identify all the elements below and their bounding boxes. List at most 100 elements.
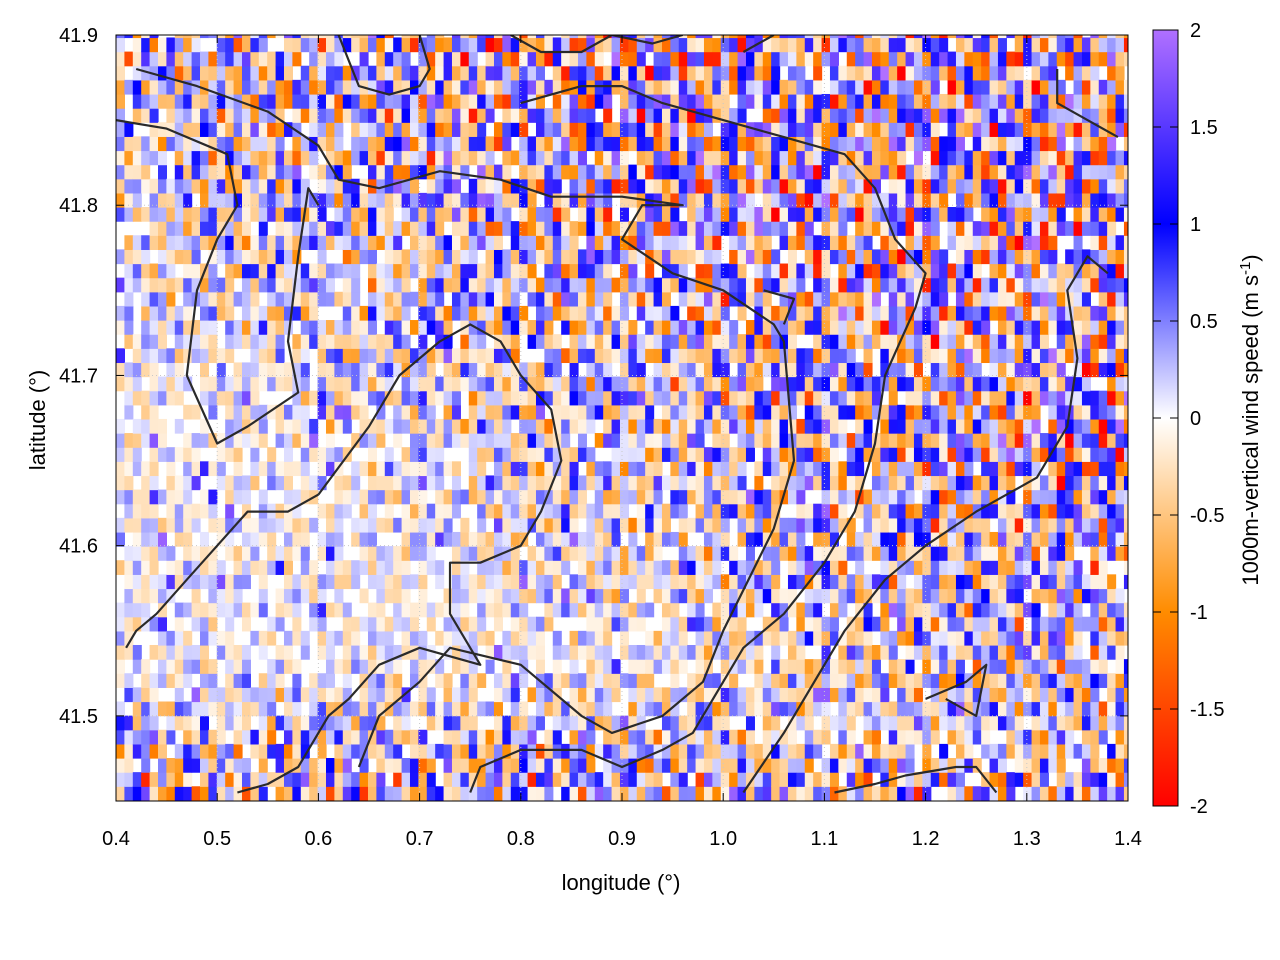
- heatmap-cell: [779, 461, 789, 477]
- heatmap-cell: [216, 517, 226, 533]
- heatmap-cell: [670, 715, 680, 731]
- heatmap-cell: [796, 531, 806, 547]
- heatmap-cell: [855, 602, 865, 618]
- heatmap-cell: [603, 461, 613, 477]
- heatmap-cell: [628, 93, 638, 109]
- heatmap-cell: [897, 192, 907, 208]
- heatmap-cell: [821, 404, 831, 420]
- heatmap-cell: [267, 65, 277, 81]
- heatmap-cell: [535, 786, 545, 801]
- heatmap-cell: [838, 291, 848, 307]
- heatmap-cell: [880, 701, 890, 717]
- heatmap-cell: [745, 207, 755, 222]
- heatmap-cell: [888, 79, 898, 95]
- heatmap-cell: [325, 37, 335, 53]
- heatmap-cell: [619, 588, 629, 604]
- heatmap-cell: [149, 305, 159, 321]
- heatmap-cell: [200, 65, 209, 81]
- heatmap-cell: [703, 758, 713, 773]
- heatmap-cell: [309, 701, 319, 717]
- heatmap-cell: [393, 729, 403, 745]
- heatmap-cell: [535, 461, 545, 477]
- heatmap-cell: [493, 517, 503, 533]
- heatmap-cell: [552, 701, 562, 717]
- heatmap-cell: [821, 320, 831, 335]
- heatmap-cell: [384, 51, 394, 67]
- heatmap-cell: [527, 51, 537, 67]
- heatmap-cell: [880, 560, 890, 575]
- heatmap-cell: [166, 305, 176, 321]
- heatmap-cell: [544, 489, 554, 505]
- heatmap-cell: [712, 786, 722, 801]
- heatmap-cell: [821, 659, 831, 674]
- heatmap-cell: [502, 630, 512, 646]
- heatmap-cell: [225, 659, 235, 674]
- heatmap-cell: [661, 758, 671, 773]
- heatmap-cell: [687, 192, 697, 208]
- heatmap-cell: [922, 207, 932, 222]
- heatmap-cell: [166, 517, 176, 533]
- heatmap-cell: [485, 404, 495, 420]
- heatmap-cell: [947, 574, 957, 590]
- heatmap-cell: [695, 574, 705, 590]
- heatmap-cell: [325, 35, 335, 39]
- heatmap-cell: [393, 178, 403, 194]
- heatmap-cell: [216, 758, 226, 773]
- heatmap-cell: [132, 517, 142, 533]
- heatmap-cell: [796, 376, 806, 392]
- heatmap-cell: [191, 108, 201, 123]
- heatmap-cell: [519, 560, 529, 575]
- heatmap-cell: [913, 348, 923, 364]
- heatmap-cell: [283, 546, 293, 561]
- heatmap-cell: [166, 51, 176, 67]
- heatmap-cell: [426, 644, 436, 660]
- heatmap-cell: [603, 687, 613, 703]
- heatmap-cell: [351, 37, 361, 53]
- heatmap-cell: [838, 503, 848, 519]
- heatmap-cell: [409, 418, 419, 434]
- heatmap-cell: [342, 291, 352, 307]
- heatmap-cell: [787, 489, 797, 505]
- heatmap-cell: [712, 362, 722, 378]
- heatmap-cell: [955, 108, 965, 123]
- heatmap-cell: [116, 207, 125, 222]
- heatmap-cell: [166, 447, 176, 462]
- heatmap-cell: [930, 65, 940, 81]
- heatmap-cell: [796, 786, 806, 801]
- heatmap-cell: [275, 122, 285, 137]
- heatmap-cell: [821, 164, 831, 180]
- heatmap-cell: [519, 602, 529, 618]
- heatmap-cell: [569, 108, 579, 123]
- heatmap-cell: [325, 164, 335, 180]
- heatmap-cell: [292, 489, 302, 505]
- heatmap-cell: [905, 659, 915, 674]
- heatmap-cell: [779, 390, 789, 406]
- heatmap-cell: [880, 37, 890, 53]
- heatmap-cell: [493, 574, 503, 590]
- heatmap-cell: [636, 743, 646, 759]
- heatmap-cell: [619, 320, 629, 335]
- heatmap-cell: [384, 136, 394, 152]
- heatmap-cell: [233, 390, 243, 406]
- heatmap-cell: [124, 235, 134, 250]
- heatmap-cell: [418, 390, 428, 406]
- heatmap-cell: [309, 277, 319, 293]
- heatmap-cell: [955, 136, 965, 152]
- heatmap-cell: [158, 659, 167, 674]
- heatmap-cell: [594, 489, 604, 505]
- heatmap-cell: [670, 249, 680, 265]
- heatmap-cell: [309, 715, 319, 731]
- heatmap-cell: [913, 390, 923, 406]
- heatmap-cell: [174, 376, 184, 392]
- heatmap-cell: [208, 758, 218, 773]
- heatmap-cell: [636, 418, 646, 434]
- heatmap-cell: [292, 235, 302, 250]
- heatmap-cell: [838, 207, 848, 222]
- heatmap-cell: [628, 772, 638, 787]
- heatmap-cell: [250, 136, 260, 152]
- heatmap-cell: [863, 546, 873, 561]
- heatmap-cell: [939, 517, 949, 533]
- heatmap-cell: [804, 348, 814, 364]
- heatmap-cell: [393, 263, 403, 279]
